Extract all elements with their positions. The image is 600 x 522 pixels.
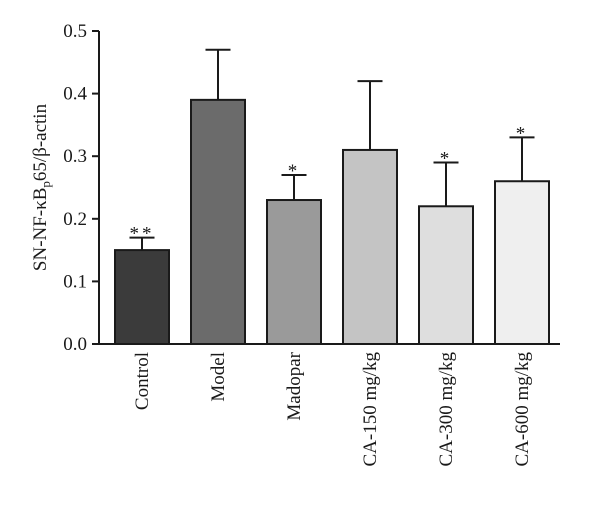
bar [266, 199, 322, 345]
x-tick-label: Control [132, 352, 153, 410]
significance-marker: * [516, 123, 529, 144]
bar [190, 98, 246, 345]
significance-marker: * [288, 161, 301, 182]
y-tick-label: 0.0 [63, 334, 87, 355]
bar [494, 180, 550, 345]
significance-marker: * [440, 148, 453, 169]
significance-markers: ***** [130, 123, 529, 245]
y-tick-label: 0.5 [63, 21, 87, 42]
y-tick-label: 0.1 [63, 271, 87, 292]
y-axis: 0.0 0.1 0.2 0.3 0.4 0.5 [63, 21, 560, 355]
bar [342, 148, 398, 345]
y-axis-title-part: SN-NF-κB [30, 188, 51, 271]
x-tick-label: CA-300 mg/kg [436, 352, 457, 467]
x-tick-label: CA-150 mg/kg [360, 352, 381, 467]
y-axis-title-part: 65/β-actin [30, 103, 51, 181]
significance-marker: ** [130, 224, 155, 245]
y-tick-label: 0.2 [63, 209, 87, 230]
error-bars [129, 48, 535, 251]
y-axis-title-subscript: p [38, 181, 53, 188]
category-labels: Control Model Madopar CA-150 mg/kg CA-300 mg… [132, 351, 533, 466]
bar [114, 249, 170, 346]
y-axis-title: SN-NF-κBp65/β-actin [30, 103, 53, 271]
y-tick-label: 0.4 [63, 84, 87, 105]
y-tick-label: 0.3 [63, 146, 87, 167]
x-tick-label: Madopar [284, 351, 305, 420]
bar [418, 205, 474, 345]
x-tick-label: Model [208, 352, 229, 402]
bars [114, 98, 550, 346]
x-tick-label: CA-600 mg/kg [512, 352, 533, 467]
